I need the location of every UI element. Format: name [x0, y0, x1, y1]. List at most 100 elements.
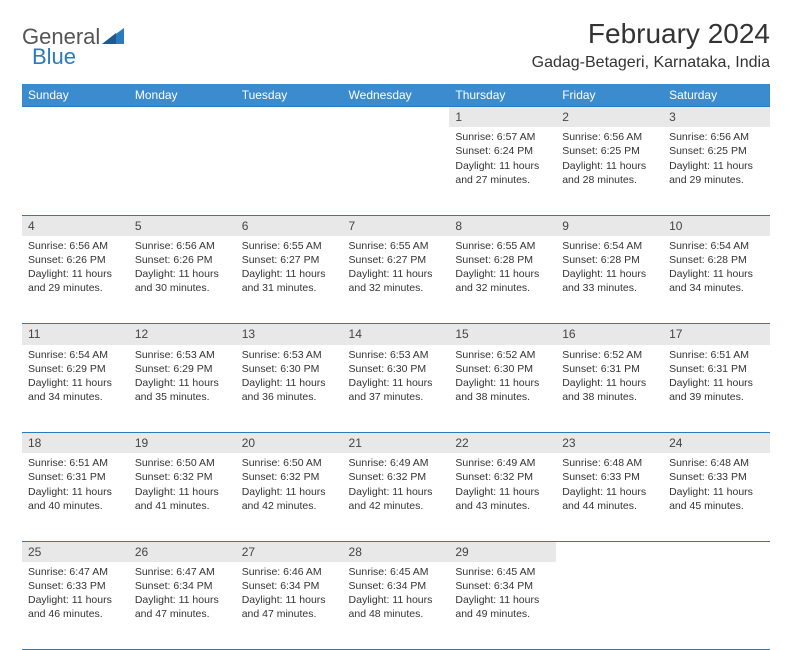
daylight-line: Daylight: 11 hours and 41 minutes.	[135, 485, 230, 513]
sunset-line: Sunset: 6:34 PM	[242, 579, 337, 593]
day-detail-cell: Sunrise: 6:56 AMSunset: 6:25 PMDaylight:…	[663, 127, 770, 215]
day-detail-cell	[556, 562, 663, 650]
sunrise-line: Sunrise: 6:45 AM	[349, 565, 444, 579]
daylight-line: Daylight: 11 hours and 32 minutes.	[349, 267, 444, 295]
sunset-line: Sunset: 6:29 PM	[135, 362, 230, 376]
day-number-cell: 2	[556, 107, 663, 128]
detail-row: Sunrise: 6:54 AMSunset: 6:29 PMDaylight:…	[22, 345, 770, 433]
sunrise-line: Sunrise: 6:55 AM	[349, 239, 444, 253]
day-number-cell: 20	[236, 433, 343, 454]
detail-row: Sunrise: 6:57 AMSunset: 6:24 PMDaylight:…	[22, 127, 770, 215]
day-detail-cell: Sunrise: 6:53 AMSunset: 6:30 PMDaylight:…	[343, 345, 450, 433]
logo-triangle-icon	[102, 26, 124, 49]
daynum-row: 45678910	[22, 215, 770, 236]
day-detail-cell: Sunrise: 6:48 AMSunset: 6:33 PMDaylight:…	[556, 453, 663, 541]
day-number-cell: 22	[449, 433, 556, 454]
sunset-line: Sunset: 6:28 PM	[562, 253, 657, 267]
sunrise-line: Sunrise: 6:56 AM	[135, 239, 230, 253]
sunset-line: Sunset: 6:31 PM	[669, 362, 764, 376]
sunset-line: Sunset: 6:32 PM	[349, 470, 444, 484]
daylight-line: Daylight: 11 hours and 43 minutes.	[455, 485, 550, 513]
daylight-line: Daylight: 11 hours and 32 minutes.	[455, 267, 550, 295]
detail-row: Sunrise: 6:56 AMSunset: 6:26 PM Daylight:…	[22, 236, 770, 324]
day-number-cell: 29	[449, 541, 556, 562]
day-number-cell: 10	[663, 215, 770, 236]
daylight-line: Daylight: 11 hours and 38 minutes.	[562, 376, 657, 404]
day-detail-cell: Sunrise: 6:56 AMSunset: 6:25 PMDaylight:…	[556, 127, 663, 215]
daylight-line: Daylight: 11 hours and 28 minutes.	[562, 159, 657, 187]
day-detail-cell: Sunrise: 6:53 AMSunset: 6:30 PMDaylight:…	[236, 345, 343, 433]
sunset-line: Sunset: 6:28 PM	[669, 253, 764, 267]
day-detail-cell: Sunrise: 6:45 AMSunset: 6:34 PMDaylight:…	[343, 562, 450, 650]
day-detail-cell: Sunrise: 6:57 AMSunset: 6:24 PMDaylight:…	[449, 127, 556, 215]
sunset-line: Sunset: 6:31 PM	[28, 470, 123, 484]
day-number-cell	[236, 107, 343, 128]
day-number-cell: 6	[236, 215, 343, 236]
sunset-line: Sunset: 6:33 PM	[562, 470, 657, 484]
daylight-line: Daylight: 11 hours and 31 minutes.	[242, 267, 337, 295]
day-detail-cell: Sunrise: 6:51 AMSunset: 6:31 PMDaylight:…	[22, 453, 129, 541]
day-number-cell: 19	[129, 433, 236, 454]
sunrise-line: Sunrise: 6:55 AM	[455, 239, 550, 253]
sunrise-line: Sunrise: 6:53 AM	[135, 348, 230, 362]
page-title: February 2024	[532, 18, 770, 50]
sunrise-line: Sunrise: 6:48 AM	[562, 456, 657, 470]
sunset-line: Sunset: 6:30 PM	[242, 362, 337, 376]
day-number-cell: 26	[129, 541, 236, 562]
col-friday: Friday	[556, 84, 663, 107]
sunset-line: Sunset: 6:29 PM	[28, 362, 123, 376]
sunrise-line: Sunrise: 6:53 AM	[349, 348, 444, 362]
day-detail-cell: Sunrise: 6:54 AMSunset: 6:29 PMDaylight:…	[22, 345, 129, 433]
day-number-cell: 4	[22, 215, 129, 236]
day-number-cell: 7	[343, 215, 450, 236]
sunrise-line: Sunrise: 6:48 AM	[669, 456, 764, 470]
sunset-line: Sunset: 6:34 PM	[349, 579, 444, 593]
detail-row: Sunrise: 6:51 AMSunset: 6:31 PMDaylight:…	[22, 453, 770, 541]
day-number-cell: 27	[236, 541, 343, 562]
day-number-cell	[22, 107, 129, 128]
header: General February 2024 Gadag-Betageri, Ka…	[22, 18, 770, 72]
logo-text-2: Blue	[32, 44, 76, 70]
daylight-line: Daylight: 11 hours and 48 minutes.	[349, 593, 444, 621]
sunset-line: Sunset: 6:28 PM	[455, 253, 550, 267]
daylight-line: Daylight: 11 hours and 46 minutes.	[28, 593, 123, 621]
col-tuesday: Tuesday	[236, 84, 343, 107]
daylight-line: Daylight: 11 hours and 27 minutes.	[455, 159, 550, 187]
sunrise-line: Sunrise: 6:54 AM	[669, 239, 764, 253]
day-number-cell	[343, 107, 450, 128]
sunrise-line: Sunrise: 6:50 AM	[242, 456, 337, 470]
day-number-cell: 1	[449, 107, 556, 128]
sunset-line: Sunset: 6:32 PM	[455, 470, 550, 484]
daylight-line: Daylight: 11 hours and 42 minutes.	[242, 485, 337, 513]
day-number-cell: 25	[22, 541, 129, 562]
sunset-line: Sunset: 6:25 PM	[669, 144, 764, 158]
sunset-line: Sunset: 6:27 PM	[242, 253, 337, 267]
day-detail-cell: Sunrise: 6:52 AMSunset: 6:31 PMDaylight:…	[556, 345, 663, 433]
daylight-line: Daylight: 11 hours and 33 minutes.	[562, 267, 657, 295]
daylight-line: Daylight: 11 hours and 35 minutes.	[135, 376, 230, 404]
day-detail-cell: Sunrise: 6:53 AMSunset: 6:29 PMDaylight:…	[129, 345, 236, 433]
daynum-row: 2526272829	[22, 541, 770, 562]
day-detail-cell: Sunrise: 6:56 AMSunset: 6:26 PMDaylight:…	[129, 236, 236, 324]
sunrise-line: Sunrise: 6:54 AM	[28, 348, 123, 362]
sunrise-line: Sunrise: 6:50 AM	[135, 456, 230, 470]
sunrise-line: Sunrise: 6:55 AM	[242, 239, 337, 253]
day-detail-cell	[343, 127, 450, 215]
day-detail-cell: Sunrise: 6:55 AMSunset: 6:27 PMDaylight:…	[236, 236, 343, 324]
day-detail-cell	[663, 562, 770, 650]
day-number-cell: 3	[663, 107, 770, 128]
day-number-cell: 18	[22, 433, 129, 454]
day-number-cell: 15	[449, 324, 556, 345]
sunset-line: Sunset: 6:31 PM	[562, 362, 657, 376]
day-detail-cell: Sunrise: 6:52 AMSunset: 6:30 PMDaylight:…	[449, 345, 556, 433]
daylight-line: Daylight: 11 hours and 36 minutes.	[242, 376, 337, 404]
daylight-line: Daylight: 11 hours and 29 minutes.	[669, 159, 764, 187]
daylight-line: Daylight: 11 hours and 34 minutes.	[28, 376, 123, 404]
daynum-row: 18192021222324	[22, 433, 770, 454]
sunset-line: Sunset: 6:26 PM	[135, 253, 230, 267]
daylight-line: Daylight: 11 hours and 37 minutes.	[349, 376, 444, 404]
sunrise-line: Sunrise: 6:49 AM	[349, 456, 444, 470]
sunrise-line: Sunrise: 6:47 AM	[135, 565, 230, 579]
sunset-line: Sunset: 6:24 PM	[455, 144, 550, 158]
col-sunday: Sunday	[22, 84, 129, 107]
